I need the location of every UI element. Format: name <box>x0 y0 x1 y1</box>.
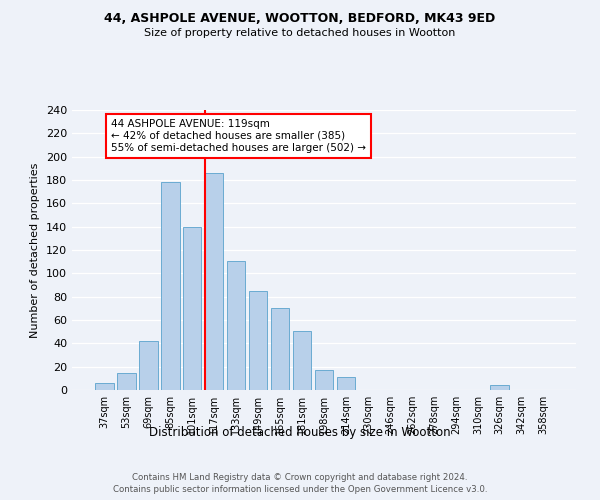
Text: Contains HM Land Registry data © Crown copyright and database right 2024.: Contains HM Land Registry data © Crown c… <box>132 472 468 482</box>
Bar <box>161 182 179 390</box>
Bar <box>249 291 268 390</box>
Bar <box>490 386 509 390</box>
Bar <box>183 226 202 390</box>
Text: Contains public sector information licensed under the Open Government Licence v3: Contains public sector information licen… <box>113 485 487 494</box>
Bar <box>139 341 158 390</box>
Bar <box>271 308 289 390</box>
Y-axis label: Number of detached properties: Number of detached properties <box>31 162 40 338</box>
Bar <box>227 260 245 390</box>
Text: 44 ASHPOLE AVENUE: 119sqm
← 42% of detached houses are smaller (385)
55% of semi: 44 ASHPOLE AVENUE: 119sqm ← 42% of detac… <box>111 120 366 152</box>
Text: Size of property relative to detached houses in Wootton: Size of property relative to detached ho… <box>145 28 455 38</box>
Bar <box>205 173 223 390</box>
Text: Distribution of detached houses by size in Wootton: Distribution of detached houses by size … <box>149 426 451 439</box>
Bar <box>95 383 113 390</box>
Bar <box>314 370 334 390</box>
Bar <box>117 372 136 390</box>
Bar <box>293 330 311 390</box>
Bar <box>337 377 355 390</box>
Text: 44, ASHPOLE AVENUE, WOOTTON, BEDFORD, MK43 9ED: 44, ASHPOLE AVENUE, WOOTTON, BEDFORD, MK… <box>104 12 496 26</box>
